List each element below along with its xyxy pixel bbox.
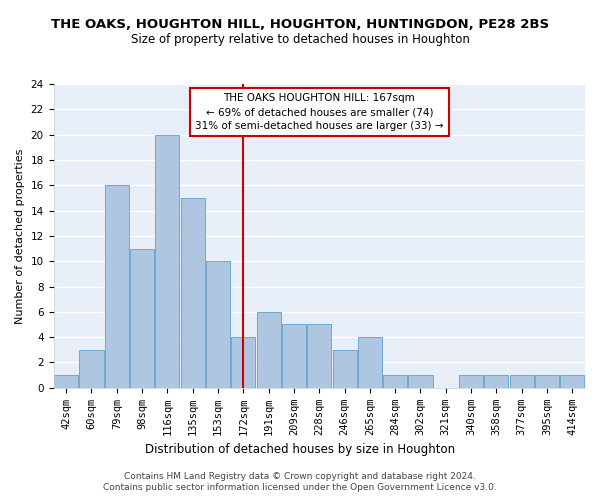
Bar bbox=[358, 337, 382, 388]
Text: Size of property relative to detached houses in Houghton: Size of property relative to detached ho… bbox=[131, 32, 469, 46]
Bar bbox=[459, 375, 483, 388]
Bar bbox=[181, 198, 205, 388]
Text: THE OAKS HOUGHTON HILL: 167sqm
← 69% of detached houses are smaller (74)
31% of : THE OAKS HOUGHTON HILL: 167sqm ← 69% of … bbox=[195, 93, 443, 131]
Bar bbox=[257, 312, 281, 388]
Text: Contains public sector information licensed under the Open Government Licence v3: Contains public sector information licen… bbox=[103, 484, 497, 492]
Bar bbox=[484, 375, 508, 388]
Bar bbox=[307, 324, 331, 388]
Bar bbox=[130, 248, 154, 388]
Bar bbox=[332, 350, 356, 388]
Bar bbox=[560, 375, 584, 388]
Bar bbox=[409, 375, 433, 388]
Text: Contains HM Land Registry data © Crown copyright and database right 2024.: Contains HM Land Registry data © Crown c… bbox=[124, 472, 476, 481]
Y-axis label: Number of detached properties: Number of detached properties bbox=[15, 148, 25, 324]
Bar bbox=[282, 324, 306, 388]
Bar bbox=[79, 350, 104, 388]
Text: THE OAKS, HOUGHTON HILL, HOUGHTON, HUNTINGDON, PE28 2BS: THE OAKS, HOUGHTON HILL, HOUGHTON, HUNTI… bbox=[51, 18, 549, 30]
Bar bbox=[510, 375, 534, 388]
Bar bbox=[54, 375, 78, 388]
Bar bbox=[155, 134, 179, 388]
Text: Distribution of detached houses by size in Houghton: Distribution of detached houses by size … bbox=[145, 442, 455, 456]
Bar bbox=[206, 261, 230, 388]
Bar bbox=[383, 375, 407, 388]
Bar bbox=[535, 375, 559, 388]
Bar bbox=[232, 337, 256, 388]
Bar bbox=[105, 186, 129, 388]
